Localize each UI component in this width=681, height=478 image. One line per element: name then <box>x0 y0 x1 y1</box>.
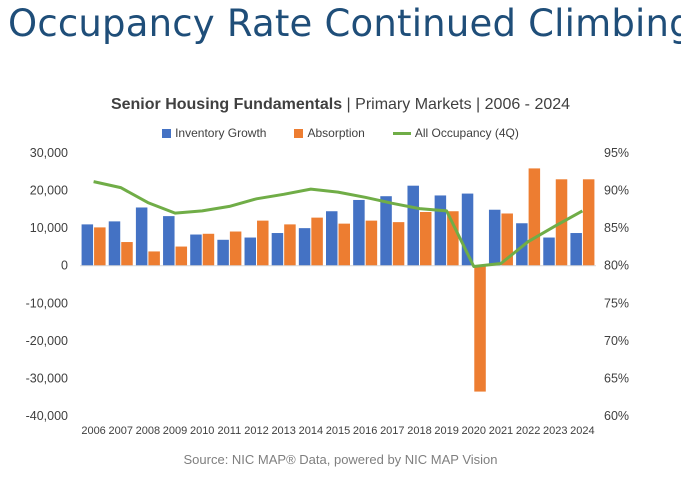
legend-swatch-occupancy <box>392 131 411 135</box>
x-tick-label: 2009 <box>163 425 187 437</box>
y-right-tick-label: 70% <box>604 334 629 348</box>
bar-absorption <box>229 231 242 266</box>
bar-absorption <box>474 265 486 392</box>
legend-swatch-absorption <box>294 128 304 138</box>
legend-swatch-inventory <box>162 128 172 138</box>
x-tick-label: 2007 <box>108 425 132 437</box>
y-right-tick-label: 65% <box>604 371 629 385</box>
y-right-tick-label: 85% <box>604 221 629 235</box>
y-left-tick-label: -30,000 <box>26 371 68 385</box>
bar-inventory <box>271 233 284 266</box>
bar-absorption <box>284 224 296 266</box>
y-left-tick-label: 30,000 <box>30 146 68 160</box>
x-tick-label: 2006 <box>81 425 105 437</box>
bar-inventory <box>217 239 229 266</box>
x-tick-label: 2022 <box>516 425 540 437</box>
x-tick-label: 2015 <box>326 425 350 437</box>
x-tick-label: 2023 <box>543 425 567 437</box>
bar-absorption <box>392 222 405 266</box>
bar-inventory <box>353 199 365 266</box>
x-tick-label: 2014 <box>299 425 323 437</box>
bar-absorption <box>257 220 269 266</box>
bar-absorption <box>202 233 215 266</box>
bar-inventory <box>81 224 94 266</box>
y-right-tick-label: 95% <box>604 146 629 160</box>
bar-inventory <box>190 234 202 266</box>
y-right-tick-label: 80% <box>604 259 629 273</box>
bar-absorption <box>338 223 350 266</box>
x-tick-label: 2021 <box>489 425 513 437</box>
chart-legend: Inventory Growth Absorption All Occupanc… <box>0 126 681 140</box>
bar-inventory <box>135 207 148 266</box>
bar-inventory <box>108 221 121 266</box>
x-tick-label: 2008 <box>136 425 160 437</box>
y-left-tick-label: -10,000 <box>26 296 68 310</box>
x-tick-label: 2013 <box>271 425 295 437</box>
source-note: Source: NIC MAP® Data, powered by NIC MA… <box>183 452 498 467</box>
bar-inventory <box>163 216 175 266</box>
chart-title-rest: | Primary Markets | 2006 - 2024 <box>342 96 571 113</box>
bar-absorption <box>311 217 323 266</box>
bar-inventory <box>488 209 501 266</box>
y-right-tick-label: 90% <box>604 184 629 198</box>
bar-inventory <box>407 185 419 266</box>
legend-label-absorption: Absorption <box>307 126 365 140</box>
y-left-tick-label: -40,000 <box>26 409 68 423</box>
y-left-tick-label: 0 <box>61 259 68 273</box>
legend-item-inventory: Inventory Growth <box>162 126 266 140</box>
bar-inventory <box>380 196 392 266</box>
legend-item-absorption: Absorption <box>294 126 365 140</box>
page-headline: Occupancy Rate Continued Climbing <box>8 2 681 45</box>
bar-absorption <box>175 246 188 266</box>
x-tick-label: 2017 <box>380 425 404 437</box>
bar-inventory <box>434 195 447 266</box>
bar-inventory <box>244 237 257 266</box>
y-left-tick-label: -20,000 <box>26 334 68 348</box>
bar-absorption <box>528 168 541 266</box>
x-tick-label: 2019 <box>434 425 458 437</box>
bar-inventory <box>461 193 474 266</box>
x-tick-label: 2016 <box>353 425 377 437</box>
x-tick-label: 2020 <box>462 425 486 437</box>
x-tick-label: 2010 <box>190 425 214 437</box>
y-left-tick-label: 20,000 <box>30 184 68 198</box>
bar-absorption <box>501 213 513 266</box>
x-tick-label: 2012 <box>244 425 268 437</box>
x-tick-label: 2011 <box>218 425 242 437</box>
bar-absorption <box>121 242 133 266</box>
bar-inventory <box>298 228 311 266</box>
bar-inventory <box>543 237 555 266</box>
bar-absorption <box>582 179 595 266</box>
line-occupancy <box>93 180 584 268</box>
y-right-tick-label: 60% <box>604 409 629 423</box>
legend-label-inventory: Inventory Growth <box>175 126 267 140</box>
bar-absorption <box>94 227 106 266</box>
y-left-tick-label: 10,000 <box>30 221 68 235</box>
x-tick-label: 2024 <box>570 425 594 437</box>
bar-inventory <box>570 233 582 266</box>
bar-inventory <box>516 223 528 266</box>
bar-absorption <box>419 211 432 266</box>
x-tick-label: 2018 <box>407 425 431 437</box>
bar-inventory <box>326 211 338 266</box>
bar-absorption <box>447 211 459 266</box>
legend-label-occupancy: All Occupancy (4Q) <box>414 126 519 140</box>
bar-absorption <box>148 251 160 266</box>
y-right-tick-label: 75% <box>604 296 629 310</box>
chart-title-bold: Senior Housing Fundamentals <box>110 96 343 113</box>
bar-absorption <box>365 220 378 266</box>
chart-title: Senior Housing Fundamentals | Primary Ma… <box>0 96 681 114</box>
legend-item-occupancy: All Occupancy (4Q) <box>392 126 519 140</box>
